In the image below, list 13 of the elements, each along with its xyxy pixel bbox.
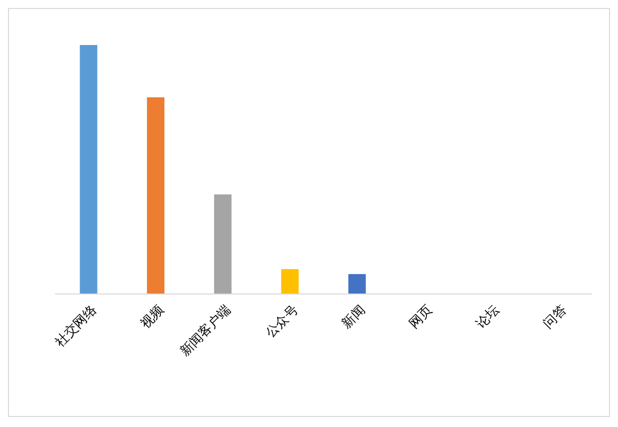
x-tick-label: 新闻客户端 (176, 302, 234, 360)
x-tick-label: 社交网络 (52, 302, 100, 350)
x-tick-label: 论坛 (474, 302, 503, 332)
bar (214, 194, 232, 294)
x-tick-label: 公众号 (263, 302, 302, 341)
x-tick-label: 问答 (540, 302, 570, 332)
bar (146, 97, 164, 294)
x-tick-label: 网页 (406, 302, 436, 332)
bar (348, 274, 366, 294)
x-tick-label: 新闻 (339, 302, 368, 332)
bar (80, 45, 98, 294)
bar (281, 269, 299, 294)
x-tick-label: 视频 (138, 302, 168, 332)
